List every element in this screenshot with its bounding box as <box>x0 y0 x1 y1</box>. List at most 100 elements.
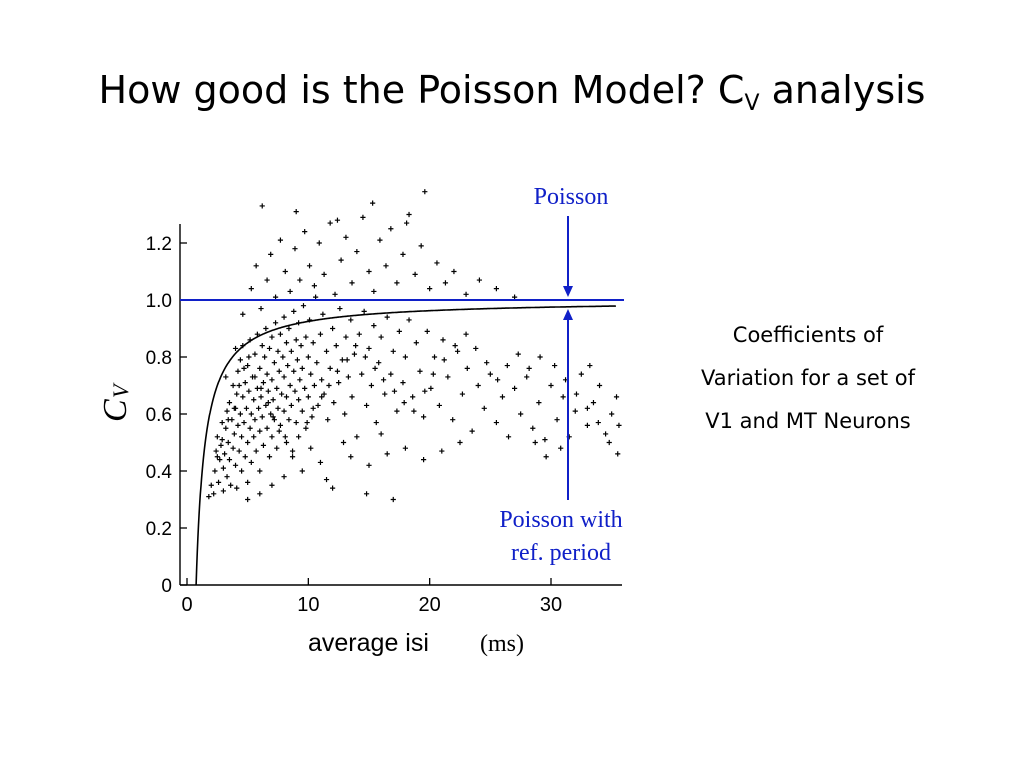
data-point <box>259 203 265 209</box>
data-point <box>382 391 388 397</box>
data-point <box>257 468 263 474</box>
data-point <box>317 331 324 337</box>
data-point <box>236 448 242 454</box>
data-point <box>231 431 237 437</box>
data-point <box>293 337 299 343</box>
y-tick-label: 0.2 <box>146 519 172 540</box>
data-point <box>430 371 436 377</box>
data-point <box>331 400 337 406</box>
data-point <box>242 380 248 386</box>
data-point <box>404 220 410 226</box>
data-point <box>603 431 609 437</box>
data-point <box>316 240 322 246</box>
refractory-label-line2: ref. period <box>511 540 611 566</box>
data-point <box>315 402 321 409</box>
y-tick-label: 0.8 <box>146 348 172 369</box>
data-point <box>245 439 251 446</box>
data-point <box>613 394 620 400</box>
data-point <box>268 251 274 257</box>
data-point <box>413 340 419 346</box>
data-point <box>308 371 314 377</box>
data-point <box>234 391 240 397</box>
data-point <box>262 354 268 360</box>
x-axis-unit: (ms) <box>480 631 524 657</box>
data-point <box>499 394 506 400</box>
data-point <box>274 445 280 451</box>
data-point <box>463 331 469 337</box>
data-point <box>286 325 292 332</box>
data-point <box>310 405 316 411</box>
side-note: Coefficients of Variation for a set of V… <box>701 323 915 433</box>
data-point <box>219 437 225 443</box>
data-point <box>317 459 324 466</box>
data-point <box>270 397 276 403</box>
data-point <box>314 360 320 366</box>
data-point <box>281 474 287 480</box>
data-point <box>269 377 275 383</box>
data-point <box>323 348 330 354</box>
data-point <box>372 365 378 371</box>
data-point <box>243 405 250 411</box>
data-point <box>505 434 512 440</box>
data-point <box>286 417 292 423</box>
data-point <box>368 382 375 389</box>
data-point <box>330 325 336 332</box>
data-point <box>272 294 279 300</box>
y-tick-label: 1.0 <box>146 291 172 312</box>
ticks: 0 0.2 0.4 0.6 0.8 1.0 1.2 0 10 20 30 average isi (ms… <box>97 234 562 657</box>
data-point <box>615 451 621 457</box>
data-point <box>558 445 564 451</box>
data-point <box>390 496 396 503</box>
data-point <box>288 348 294 354</box>
data-point <box>236 382 242 389</box>
data-point <box>445 374 451 380</box>
data-point <box>230 445 236 451</box>
data-point <box>378 431 384 437</box>
data-point <box>354 248 360 255</box>
data-point <box>319 394 325 400</box>
data-point <box>272 320 279 326</box>
data-point <box>264 371 270 377</box>
data-point <box>220 488 226 494</box>
data-point <box>257 365 263 371</box>
data-point <box>235 422 241 428</box>
data-point <box>390 348 396 354</box>
data-point <box>330 485 336 491</box>
data-point <box>303 334 309 340</box>
data-point <box>321 271 327 277</box>
data-point <box>321 391 327 397</box>
data-point <box>242 454 248 460</box>
data-point <box>303 425 309 431</box>
data-point <box>269 482 275 488</box>
data-point <box>412 271 418 277</box>
data-point <box>396 328 402 334</box>
data-point <box>228 482 234 488</box>
data-point <box>320 311 326 317</box>
data-point <box>440 337 446 343</box>
data-point <box>283 340 290 346</box>
data-point <box>376 360 382 366</box>
data-point <box>343 334 349 340</box>
data-point <box>230 382 236 389</box>
data-point <box>336 380 342 386</box>
data-point <box>275 348 281 354</box>
data-point <box>361 308 367 314</box>
data-point <box>270 414 276 420</box>
data-point <box>265 400 271 406</box>
data-point <box>487 371 493 377</box>
data-point <box>515 351 521 357</box>
data-point <box>319 377 325 383</box>
data-point <box>325 417 331 423</box>
data-point <box>257 491 263 497</box>
data-point <box>504 362 510 369</box>
data-point <box>366 462 372 468</box>
data-point <box>294 357 301 363</box>
data-point <box>406 317 412 323</box>
data-point <box>224 474 230 480</box>
data-point <box>342 411 348 417</box>
data-point <box>217 457 223 463</box>
title-tail: analysis <box>759 68 926 112</box>
data-point <box>512 294 518 300</box>
data-point <box>241 365 247 371</box>
